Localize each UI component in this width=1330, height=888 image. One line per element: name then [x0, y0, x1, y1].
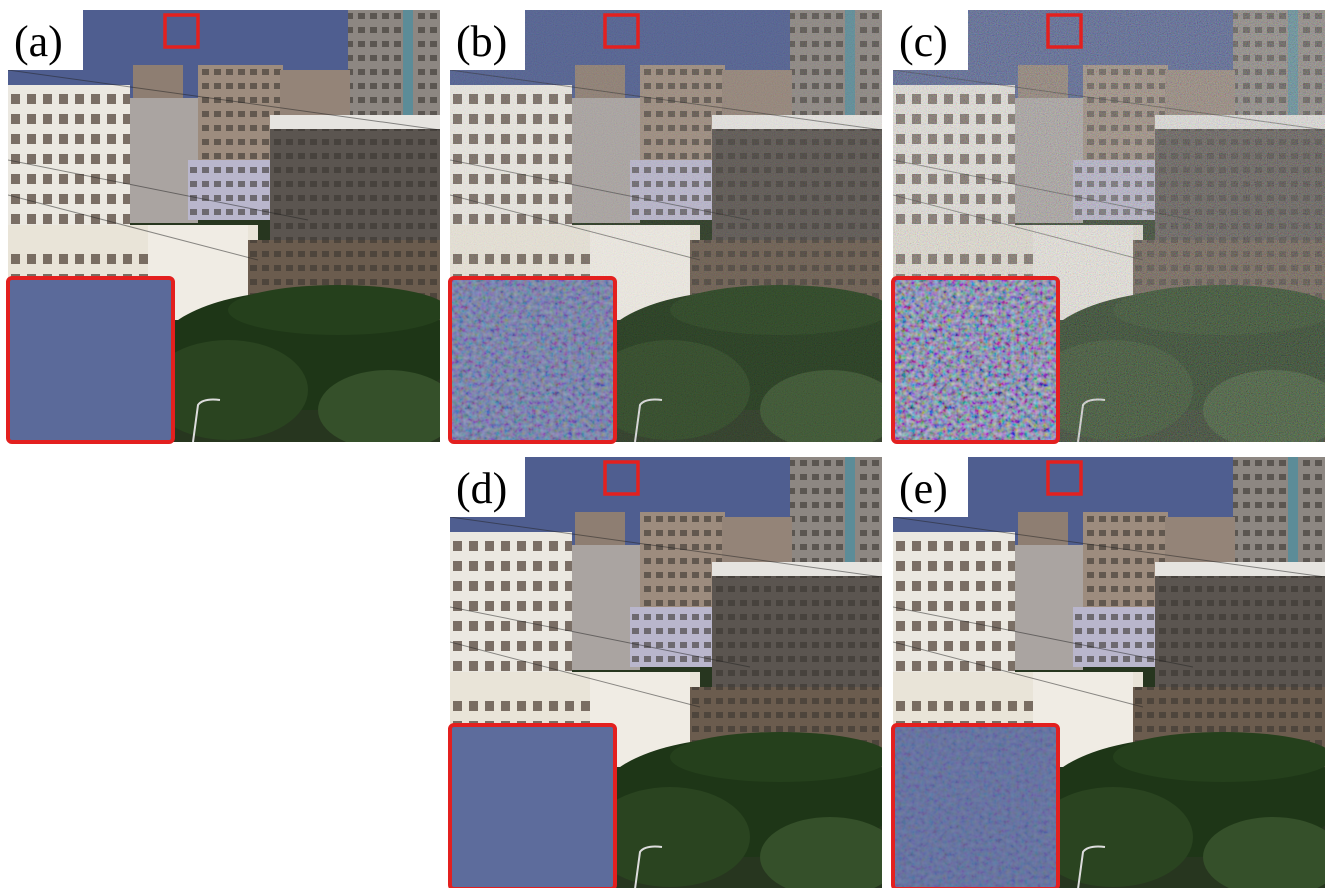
panel-a: (a) [8, 10, 458, 450]
figure: (a) (b) (c) (d) (e) [0, 0, 1330, 888]
panel-label: (c) [899, 17, 948, 66]
panel-c: (c) [893, 10, 1330, 450]
panel-d: (d) [450, 457, 900, 888]
panel-e: (e) [893, 457, 1330, 888]
panel-label: (e) [899, 464, 948, 513]
panel-label: (b) [456, 17, 507, 66]
panel-label: (a) [14, 17, 63, 66]
page: (a) (b) (c) (d) (e) [0, 0, 1330, 888]
panel-label: (d) [456, 464, 507, 513]
panel-b: (b) [450, 10, 900, 450]
